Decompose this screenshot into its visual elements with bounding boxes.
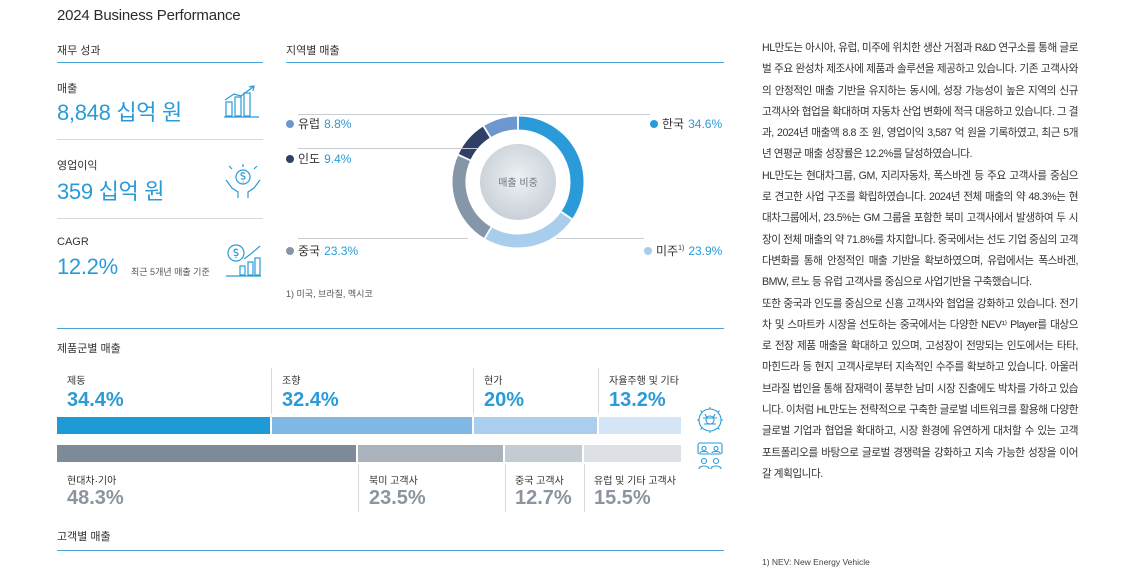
financial-section-title: 재무 성과 bbox=[57, 45, 101, 57]
product-section-title: 제품군별 매출 bbox=[57, 343, 121, 355]
customer-label-hyundai-kia: 현대차·기아 bbox=[67, 476, 117, 487]
financial-divider-1 bbox=[57, 139, 263, 140]
customer-value-europe-other: 15.5% bbox=[594, 487, 651, 509]
body-paragraph-2: HL만도는 현대차그룹, GM, 지리자동차, 폭스바겐 등 주요 고객사를 중… bbox=[762, 169, 1078, 289]
europe-name: 유럽 bbox=[298, 117, 321, 131]
regional-footnote: 1) 미국, 브라질, 멕시코 bbox=[286, 289, 373, 299]
product-bar-segment-1 bbox=[271, 417, 474, 434]
bar-chart-icon bbox=[224, 85, 259, 118]
china-dot bbox=[286, 246, 294, 255]
product-bar-segment-0 bbox=[57, 417, 272, 434]
americas-leader bbox=[556, 238, 644, 239]
korea-dot bbox=[650, 119, 658, 128]
india-leader bbox=[298, 148, 478, 149]
money-growth-icon bbox=[226, 244, 261, 277]
korea-percent: 34.6% bbox=[688, 116, 723, 131]
customer-value-north-america: 23.5% bbox=[369, 487, 426, 509]
body-text: HL만도는 아시아, 유럽, 미주에 위치한 생산 거점과 R&D 연구소를 통… bbox=[762, 38, 1078, 485]
customer-bar-segment-0 bbox=[57, 445, 359, 462]
financial-divider-2 bbox=[57, 218, 263, 219]
operating-profit-value: 359 십억 원 bbox=[57, 179, 165, 204]
europe-leader bbox=[298, 114, 508, 115]
customer-label-china: 중국 고객사 bbox=[515, 476, 564, 487]
americas-name: 미주1) bbox=[656, 244, 685, 258]
cagr-label: CAGR bbox=[57, 236, 89, 248]
product-bar-segment-2 bbox=[473, 417, 599, 434]
india-percent: 9.4% bbox=[324, 151, 352, 166]
customer-share-bar bbox=[57, 445, 681, 462]
korea-leader bbox=[520, 114, 650, 115]
donut-segment-2 bbox=[451, 154, 492, 240]
donut-segment-3 bbox=[457, 125, 492, 161]
customer-divider-1 bbox=[358, 464, 359, 512]
americas-percent: 23.9% bbox=[688, 243, 723, 258]
product-label-steering: 조향 bbox=[282, 376, 301, 387]
nev-footnote: 1) NEV: New Energy Vehicle bbox=[762, 557, 870, 567]
product-bar-segment-3 bbox=[598, 417, 681, 434]
china-name: 중국 bbox=[298, 244, 321, 258]
product-value-suspension: 20% bbox=[484, 389, 525, 411]
product-label-suspension: 현가 bbox=[484, 376, 503, 387]
cagr-value: 12.2% bbox=[57, 254, 118, 279]
europe-dot bbox=[286, 119, 294, 128]
product-value-autonomous: 13.2% bbox=[609, 389, 666, 411]
car-parts-icon bbox=[697, 407, 723, 433]
body-paragraph-3: 또한 중국과 인도를 중심으로 신흥 고객사와 협업을 강화하고 있습니다. 전… bbox=[762, 297, 1078, 480]
customer-label-north-america: 북미 고객사 bbox=[369, 476, 418, 487]
region-label-china: 중국 23.3% bbox=[286, 242, 358, 259]
india-name: 인도 bbox=[298, 152, 321, 166]
region-label-americas: 미주1) 23.9% bbox=[644, 242, 722, 259]
customer-bar-segment-3 bbox=[584, 445, 681, 462]
americas-dot bbox=[644, 246, 652, 255]
regional-donut-chart: 매출 비중 bbox=[451, 115, 585, 249]
customer-label-europe-other: 유럽 및 기타 고객사 bbox=[594, 476, 676, 487]
globe-center bbox=[480, 144, 556, 220]
financial-title-rule bbox=[57, 62, 263, 63]
customer-bar-segment-1 bbox=[358, 445, 506, 462]
product-label-braking: 제동 bbox=[67, 376, 86, 387]
product-label-autonomous: 자율주행 및 기타 bbox=[609, 376, 679, 387]
regional-title-rule bbox=[286, 62, 724, 63]
body-paragraph-1: HL만도는 아시아, 유럽, 미주에 위치한 생산 거점과 R&D 연구소를 통… bbox=[762, 42, 1078, 161]
korea-name: 한국 bbox=[662, 117, 685, 131]
revenue-value: 8,848 십억 원 bbox=[57, 100, 182, 125]
customer-divider-2 bbox=[505, 464, 506, 512]
product-divider-3 bbox=[598, 368, 599, 414]
money-hands-icon bbox=[225, 164, 261, 198]
product-value-steering: 32.4% bbox=[282, 389, 339, 411]
china-percent: 23.3% bbox=[324, 243, 359, 258]
china-leader bbox=[298, 238, 468, 239]
donut-segment-1 bbox=[484, 211, 573, 249]
donut-segment-0 bbox=[517, 115, 585, 220]
india-dot bbox=[286, 154, 294, 163]
product-top-rule bbox=[57, 328, 724, 329]
product-divider-1 bbox=[271, 368, 272, 414]
product-divider-2 bbox=[473, 368, 474, 414]
customer-value-hyundai-kia: 48.3% bbox=[67, 487, 124, 509]
product-value-braking: 34.4% bbox=[67, 389, 124, 411]
regional-section-title: 지역별 매출 bbox=[286, 45, 340, 57]
customer-divider-3 bbox=[584, 464, 585, 512]
page-title: 2024 Business Performance bbox=[57, 7, 241, 24]
product-share-bar bbox=[57, 417, 681, 434]
customer-value-china: 12.7% bbox=[515, 487, 572, 509]
donut-segment-4 bbox=[483, 115, 519, 139]
region-label-europe: 유럽 8.8% bbox=[286, 115, 351, 132]
region-label-india: 인도 9.4% bbox=[286, 150, 351, 167]
operating-profit-label: 영업이익 bbox=[57, 160, 98, 172]
region-label-korea: 한국 34.6% bbox=[650, 115, 722, 132]
europe-percent: 8.8% bbox=[324, 116, 352, 131]
customers-icon bbox=[697, 442, 723, 470]
customer-bottom-rule bbox=[57, 550, 724, 551]
revenue-label: 매출 bbox=[57, 83, 78, 95]
customer-bar-segment-2 bbox=[505, 445, 585, 462]
cagr-note: 최근 5개년 매출 기준 bbox=[131, 267, 210, 277]
customer-section-title: 고객별 매출 bbox=[57, 531, 111, 543]
donut-center-label: 매출 비중 bbox=[498, 177, 538, 189]
